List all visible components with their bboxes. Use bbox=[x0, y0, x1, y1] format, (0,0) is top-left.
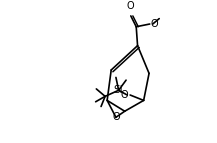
Text: O: O bbox=[127, 1, 135, 10]
Text: O: O bbox=[112, 112, 120, 122]
Text: Si: Si bbox=[114, 85, 123, 95]
Text: O: O bbox=[120, 90, 128, 100]
Text: O: O bbox=[150, 19, 158, 29]
